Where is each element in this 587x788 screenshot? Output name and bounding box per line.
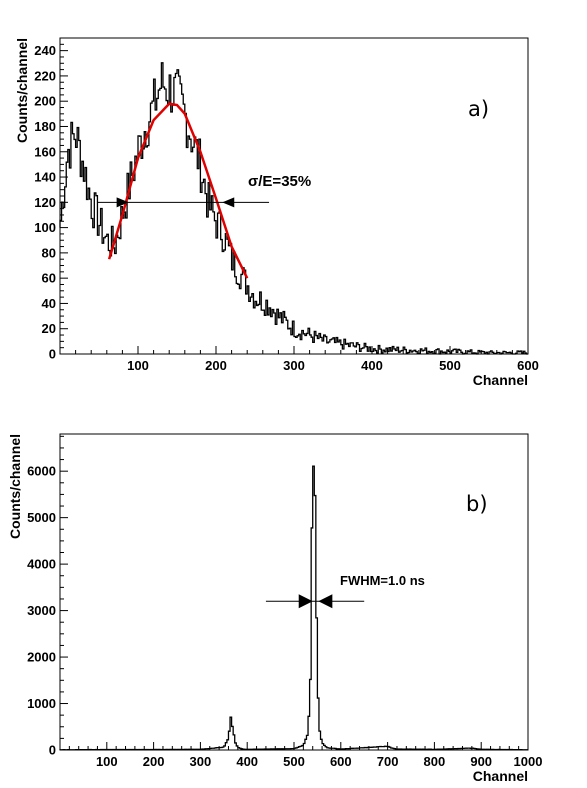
x-tick-label: 500	[439, 358, 461, 373]
x-tick-label: 100	[96, 754, 118, 769]
panel-b-frame	[59, 433, 529, 751]
panel-b-histogram	[59, 465, 528, 751]
x-tick-label: 100	[127, 358, 149, 373]
x-tick-label: 1000	[514, 754, 543, 769]
x-tick-label: 200	[205, 358, 227, 373]
panel-b: 100 200 300 400 500 600 700 800 900 1000 0 1000 200…	[7, 433, 543, 784]
panel-a-label: a)	[468, 97, 489, 121]
panel-a: 100 200 300 400 500 600 0 20 40 60 80 100 120 140 160…	[14, 37, 539, 388]
y-tick-label: 6000	[27, 464, 56, 479]
y-tick-label: 100	[34, 220, 56, 235]
y-tick-label: 20	[42, 321, 56, 336]
x-tick-label: 200	[143, 754, 165, 769]
y-tick-label: 0	[49, 743, 56, 758]
y-tick-label: 40	[42, 296, 56, 311]
x-tick-label: 500	[283, 754, 305, 769]
panel-a-arrow-right-icon	[222, 197, 235, 208]
y-tick-label: 60	[42, 271, 56, 286]
y-tick-label: 80	[42, 245, 56, 260]
panel-b-arrow-left-icon	[298, 594, 313, 609]
x-tick-label: 400	[361, 358, 383, 373]
panel-a-fit-curve	[107, 102, 249, 279]
panel-a-y-axis-title: Counts/channel	[14, 38, 30, 143]
panel-a-arrow-left-icon	[116, 197, 129, 208]
panel-b-label: b)	[466, 492, 488, 516]
y-tick-label: 0	[49, 347, 56, 362]
y-tick-label: 2000	[27, 650, 56, 665]
y-tick-label: 5000	[27, 510, 56, 525]
x-tick-label: 400	[236, 754, 258, 769]
x-tick-label: 800	[424, 754, 446, 769]
y-tick-label: 220	[34, 68, 56, 83]
panel-a-x-ticks: 100 200 300 400 500 600	[59, 346, 539, 373]
panel-a-histogram	[59, 62, 528, 355]
panel-b-annotation: FWHM=1.0 ns	[340, 573, 425, 588]
x-tick-label: 900	[470, 754, 492, 769]
x-tick-label: 700	[377, 754, 399, 769]
y-tick-label: 240	[34, 43, 56, 58]
y-tick-label: 160	[34, 144, 56, 159]
x-tick-label: 300	[190, 754, 212, 769]
panel-b-arrow-right-icon	[318, 594, 333, 609]
panel-b-y-axis-title: Counts/channel	[7, 434, 23, 539]
y-tick-label: 180	[34, 119, 56, 134]
panel-a-x-axis-title: Channel	[473, 372, 528, 388]
panel-b-y-ticks: 0 1000 2000 3000 4000 5000 6000	[27, 435, 68, 758]
x-tick-label: 300	[283, 358, 305, 373]
y-tick-label: 1000	[27, 696, 56, 711]
panel-a-annotation: σ/E=35%	[248, 173, 311, 190]
x-tick-label: 600	[517, 358, 539, 373]
y-tick-label: 4000	[27, 557, 56, 572]
x-tick-label: 600	[330, 754, 352, 769]
panel-a-y-ticks: 0 20 40 60 80 100 120 140 160 180 200 220 240	[34, 37, 68, 362]
panel-b-x-ticks: 100 200 300 400 500 600 700 800 900 1000	[59, 742, 543, 769]
y-tick-label: 120	[34, 195, 56, 210]
y-tick-label: 200	[34, 94, 56, 109]
y-tick-label: 3000	[27, 603, 56, 618]
y-tick-label: 140	[34, 170, 56, 185]
panel-b-x-axis-title: Channel	[473, 768, 528, 784]
